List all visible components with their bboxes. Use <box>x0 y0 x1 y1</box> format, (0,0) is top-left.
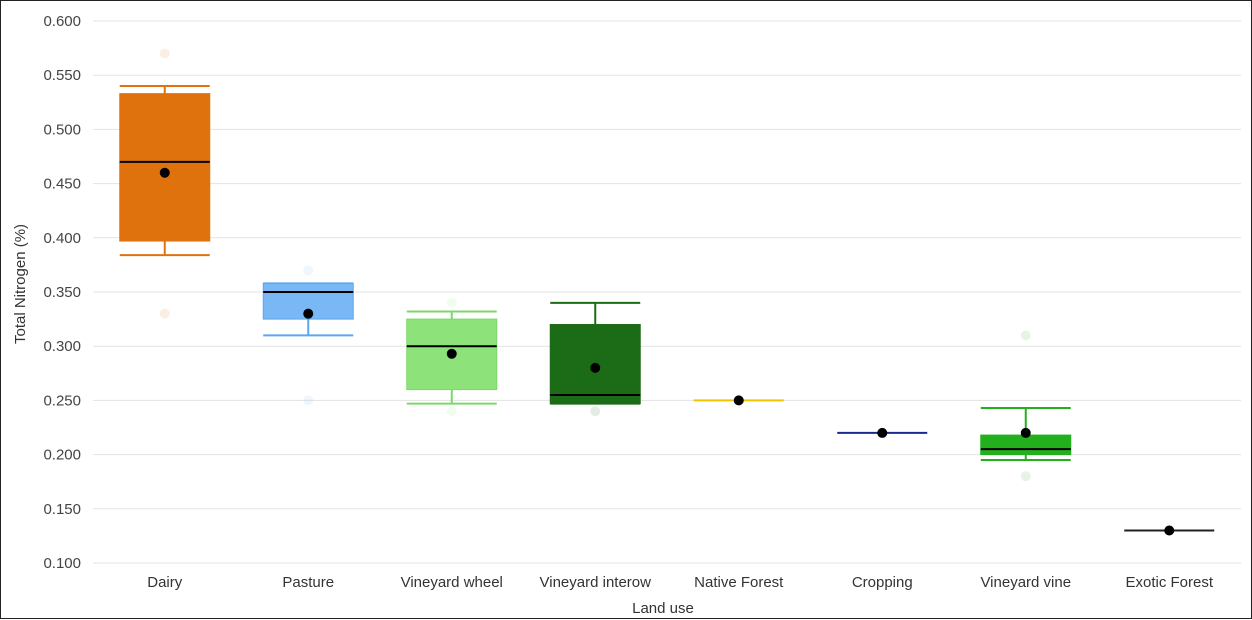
box-0 <box>119 93 211 242</box>
outlier-point-0-0 <box>159 48 170 59</box>
y-tick-label-10: 0.600 <box>43 13 81 30</box>
y-tick-label-2: 0.200 <box>43 447 81 464</box>
box-group-7 <box>1124 525 1215 536</box>
mean-point-6 <box>1020 427 1031 438</box>
x-tick-label-0: Dairy <box>147 574 183 591</box>
x-tick-label-3: Vineyard interow <box>540 574 652 591</box>
outlier-point-2-1 <box>446 406 457 417</box>
box-group-0 <box>119 48 211 319</box>
box-series <box>119 48 1215 536</box>
box-group-3 <box>549 301 641 417</box>
x-tick-label-6: Vineyard vine <box>980 574 1071 591</box>
mean-point-0 <box>159 167 170 178</box>
x-tick-label-4: Native Forest <box>694 574 784 591</box>
mean-point-2 <box>446 348 457 359</box>
x-tick-label-2: Vineyard wheel <box>401 574 503 591</box>
y-tick-labels: 0.100 0.150 0.200 0.250 0.300 0.350 0.400 0.450… <box>43 13 81 572</box>
box-group-5 <box>837 427 928 438</box>
y-tick-label-1: 0.150 <box>43 501 81 518</box>
outlier-point-1-1 <box>303 395 314 406</box>
box-6 <box>980 434 1072 456</box>
x-tick-label-7: Exotic Forest <box>1125 574 1213 591</box>
box-group-1 <box>262 265 354 406</box>
outlier-point-6-1 <box>1020 471 1031 482</box>
outlier-point-0-1 <box>159 308 170 319</box>
box-group-2 <box>406 297 498 417</box>
mean-point-7 <box>1164 525 1175 536</box>
outlier-point-6-0 <box>1020 330 1031 341</box>
y-tick-label-4: 0.300 <box>43 338 81 355</box>
outlier-point-2-0 <box>446 297 457 308</box>
x-tick-labels: Dairy Pasture Vineyard wheel Vineyard inter… <box>147 574 1214 591</box>
mean-point-5 <box>877 427 888 438</box>
y-tick-label-9: 0.550 <box>43 67 81 84</box>
outlier-point-1-0 <box>303 265 314 276</box>
y-tick-label-5: 0.350 <box>43 284 81 301</box>
y-tick-label-7: 0.450 <box>43 176 81 193</box>
x-tick-label-5: Cropping <box>852 574 913 591</box>
box-group-6 <box>980 330 1072 482</box>
y-tick-label-6: 0.400 <box>43 230 81 247</box>
y-tick-label-3: 0.250 <box>43 392 81 409</box>
x-tick-label-1: Pasture <box>282 574 334 591</box>
x-axis-title: Land use <box>632 600 694 617</box>
mean-point-3 <box>590 362 601 373</box>
y-tick-label-8: 0.500 <box>43 121 81 138</box>
mean-point-1 <box>303 308 314 319</box>
y-tick-label-0: 0.100 <box>43 555 81 572</box>
y-axis-title: Total Nitrogen (%) <box>12 224 29 344</box>
outlier-point-3-0 <box>590 406 601 417</box>
mean-point-4 <box>733 395 744 406</box>
box-group-4 <box>693 395 784 406</box>
